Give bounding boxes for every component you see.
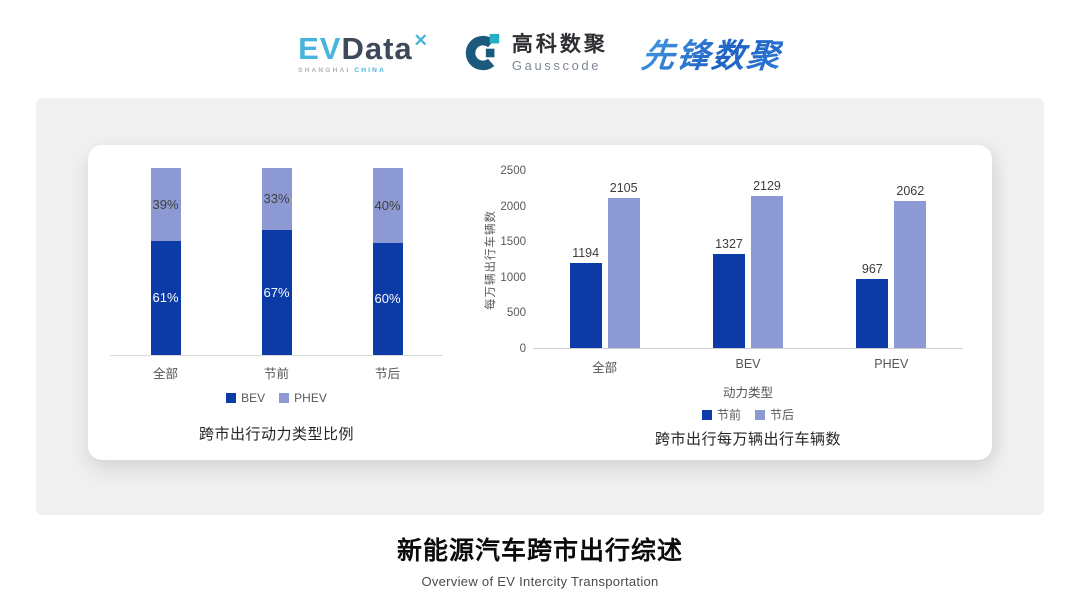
gausscode-g-icon <box>465 33 500 71</box>
bar-value-label: 67% <box>263 284 290 300</box>
bar-group: 1327 2129 <box>676 171 819 348</box>
bar-segment: 60% <box>372 242 403 355</box>
bar: 1194 <box>569 246 602 348</box>
bar-group: 1194 2105 <box>533 171 676 348</box>
y-axis-ticks: 0 500 1000 1500 2000 2500 <box>498 165 526 355</box>
y-tick-label: 2500 <box>500 165 526 177</box>
bar-value-label: 2062 <box>896 184 925 199</box>
stacked-bar-chart: 39% 61% 33% 67% 40% 60% 全部 节前 节后 BEV PHEV 跨市出行动力类型比… <box>110 145 443 460</box>
content-panel: 39% 61% 33% 67% 40% 60% 全部 节前 节后 BEV PHEV 跨市出行动力类型比… <box>36 98 1044 515</box>
bar-cell: 40% 60% <box>332 168 443 355</box>
page-footer: 新能源汽车跨市出行综述 Overview of EV Intercity Tra… <box>0 531 1080 589</box>
bar-group: 967 2062 <box>820 171 963 348</box>
category-label: 节后 <box>374 367 400 381</box>
evdata-wordmark: EVData✕ <box>298 30 429 66</box>
gausscode-english-name: Gausscode <box>511 57 602 73</box>
evdata-shanghai-text: SHANGHAI <box>298 66 355 74</box>
chart-title: 跨市出行动力类型比例 <box>198 426 354 443</box>
evdata-data-text: Data <box>341 30 413 66</box>
legend-item: PHEV <box>279 391 327 405</box>
chart-title: 跨市出行每万辆出行车辆数 <box>654 431 841 448</box>
evdata-ev-text: EV <box>298 30 342 66</box>
bar-value-label: 60% <box>374 291 401 307</box>
bar-value-label: 2129 <box>753 179 781 194</box>
plot-area: 39% 61% 33% 67% 40% 60% <box>110 168 443 356</box>
bar-value-label: 61% <box>152 290 179 306</box>
stacked-bar: 40% 60% <box>372 168 403 355</box>
category-label: 全部 <box>152 367 178 381</box>
gausscode-logo: 高科数聚 Gausscode <box>462 32 608 74</box>
bar-segment: 67% <box>261 229 292 355</box>
y-tick-label: 1000 <box>500 271 526 284</box>
legend-label: 节后 <box>770 408 795 422</box>
grouped-bar-chart: 0 500 1000 1500 2000 2500 每万辆出行车辆数 1194 2105 1327… <box>448 145 983 460</box>
legend-item: 节后 <box>755 406 794 423</box>
charts-card: 39% 61% 33% 67% 40% 60% 全部 节前 节后 BEV PHEV 跨市出行动力类型比… <box>88 145 992 460</box>
legend-swatch <box>226 393 237 403</box>
legend-item: BEV <box>226 391 265 405</box>
bar-value-label: 39% <box>152 196 179 212</box>
legend-label: 节前 <box>716 408 741 422</box>
evdata-logo: EVData✕ SHANGHAI CHINA <box>298 30 429 74</box>
bar: 2105 <box>607 181 640 348</box>
bar: 2062 <box>894 184 927 348</box>
y-tick-label: 2000 <box>500 200 526 213</box>
legend-item: 节前 <box>701 406 741 423</box>
y-tick-label: 1500 <box>500 236 526 249</box>
y-axis-title: 每万辆出行车辆数 <box>485 210 497 310</box>
bar-value-label: 967 <box>861 262 883 277</box>
bar-value-label: 40% <box>374 197 401 213</box>
bar-cell: 33% 67% <box>221 168 332 355</box>
page-subtitle: Overview of EV Intercity Transportation <box>421 574 659 589</box>
bar-segment: 39% <box>150 168 181 241</box>
gausscode-chinese-name: 高科数聚 <box>511 33 608 57</box>
bar-value-label: 2105 <box>609 181 638 196</box>
legend-swatch <box>701 409 712 420</box>
bar-value-label: 33% <box>263 191 290 207</box>
evdata-x-icon: ✕ <box>413 30 429 50</box>
bar-segment: 61% <box>150 240 181 355</box>
category-label: BEV <box>735 357 761 371</box>
x-axis-title: 动力类型 <box>722 386 773 400</box>
pioneer-data-logo: 先锋数聚 <box>639 29 784 77</box>
category-labels: 全部 节前 节后 <box>110 363 443 382</box>
y-tick-label: 0 <box>519 343 526 355</box>
bar-cell: 39% 61% <box>110 168 221 355</box>
category-labels: 全部 BEV PHEV <box>533 357 963 376</box>
bar-segment: 40% <box>372 168 403 243</box>
legend-label: BEV <box>241 391 266 405</box>
bar: 2129 <box>750 179 783 348</box>
category-label: PHEV <box>874 357 909 371</box>
bar: 1327 <box>712 237 745 348</box>
stacked-bar: 39% 61% <box>150 168 181 355</box>
evdata-china-text: CHINA <box>354 66 386 74</box>
y-tick-label: 500 <box>506 307 526 320</box>
bar-value-label: 1327 <box>715 236 743 251</box>
bar-value-label: 1194 <box>572 246 600 260</box>
gausscode-text: 高科数聚 Gausscode <box>512 33 608 72</box>
plot-area: 1194 2105 1327 2129 967 2062 <box>533 171 963 349</box>
category-label: 节前 <box>263 367 289 381</box>
chart-legend: BEV PHEV <box>110 391 443 405</box>
stacked-bar: 33% 67% <box>261 168 292 355</box>
page-title: 新能源汽车跨市出行综述 <box>396 537 683 565</box>
legend-swatch <box>279 393 290 403</box>
logo-header: EVData✕ SHANGHAI CHINA 高科数聚 Gausscode 先锋… <box>0 22 1080 84</box>
bar-segment: 33% <box>261 168 292 230</box>
legend-swatch <box>755 409 765 420</box>
chart-legend: 节前 节后 <box>533 406 963 423</box>
bar: 967 <box>856 262 889 348</box>
legend-label: PHEV <box>294 391 327 405</box>
category-label: 全部 <box>592 361 618 375</box>
evdata-subtitle: SHANGHAI CHINA <box>298 67 386 74</box>
